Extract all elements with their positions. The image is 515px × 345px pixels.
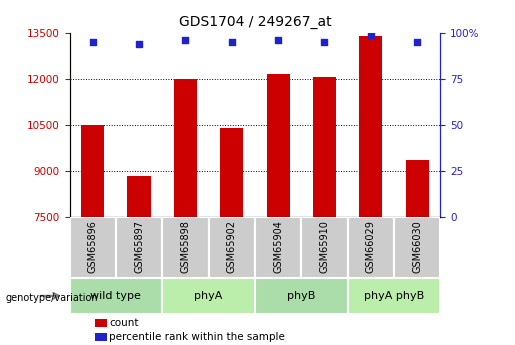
Point [181,37,190,43]
Text: wild type: wild type [91,291,141,301]
Bar [301,217,348,278]
Text: GSM66030: GSM66030 [412,220,422,273]
Bar [220,128,243,217]
Bar [394,217,440,278]
Bar [313,77,336,217]
Text: phyA: phyA [194,291,223,301]
Bar [405,160,428,217]
Text: GSM66029: GSM66029 [366,220,376,273]
Bar [128,176,150,217]
Bar [255,217,301,278]
Text: GSM65896: GSM65896 [88,220,98,273]
Bar [255,278,348,314]
Point [274,37,282,43]
Text: GSM65910: GSM65910 [319,220,330,273]
Bar [70,278,162,314]
Point [135,41,143,47]
Text: GSM65898: GSM65898 [180,220,191,273]
Bar [348,217,394,278]
Bar [267,74,289,217]
Bar [70,217,116,278]
Bar [348,278,440,314]
Bar [162,278,255,314]
Bar [162,217,209,278]
Text: GSM65902: GSM65902 [227,220,237,273]
Point [320,39,329,45]
Bar [359,36,382,217]
Text: count: count [109,318,139,328]
Point [89,39,97,45]
Text: phyB: phyB [287,291,316,301]
Text: genotype/variation: genotype/variation [5,294,98,303]
Text: GSM65904: GSM65904 [273,220,283,273]
Text: percentile rank within the sample: percentile rank within the sample [109,332,285,342]
Point [413,39,421,45]
Bar [209,217,255,278]
Bar [81,125,104,217]
Point [367,32,375,37]
Bar [174,79,197,217]
Bar [116,217,162,278]
Title: GDS1704 / 249267_at: GDS1704 / 249267_at [179,15,331,29]
Point [228,39,236,45]
Text: phyA phyB: phyA phyB [364,291,424,301]
Text: GSM65897: GSM65897 [134,220,144,273]
